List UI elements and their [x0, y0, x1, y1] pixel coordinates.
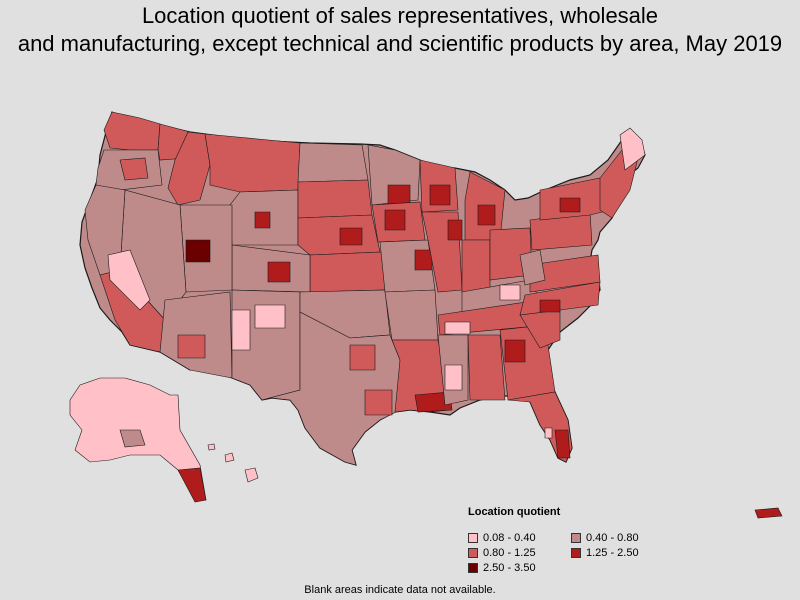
legend-title: Location quotient [468, 506, 561, 518]
hawaii-3 [207, 443, 216, 451]
region-ga-atl [504, 339, 526, 363]
region-al [467, 334, 506, 401]
region-tn-light [444, 321, 471, 335]
region-az-phx [177, 334, 206, 359]
legend-grid: 0.08 - 0.40 0.40 - 0.80 0.80 - 1.25 1.25… [468, 532, 708, 574]
legend-item-4: 2.50 - 3.50 [468, 562, 571, 574]
region-mo-stl [414, 249, 433, 271]
region-me [619, 127, 646, 171]
region-mi-dots [477, 204, 496, 226]
legend-swatch-2 [468, 548, 478, 558]
title-line-2: and manufacturing, except technical and … [17, 31, 783, 56]
region-la-south [414, 391, 453, 413]
region-mt [204, 133, 301, 193]
region-ny-dots [559, 197, 581, 213]
region-nc-dots [539, 299, 561, 313]
legend-label-4: 2.50 - 3.50 [483, 562, 536, 574]
title-line-1: Location quotient of sales representativ… [141, 3, 659, 28]
legend-swatch-1 [571, 533, 581, 543]
region-il-chi [447, 219, 463, 241]
region-ut-dot [185, 239, 211, 263]
legend-label-1: 0.40 - 0.80 [586, 532, 639, 544]
hawaii-2 [224, 452, 235, 463]
legend-label-2: 0.80 - 1.25 [483, 547, 536, 559]
legend-label-0: 0.08 - 0.40 [483, 532, 536, 544]
legend-item-1: 0.40 - 0.80 [571, 532, 681, 544]
region-ne [297, 214, 381, 256]
legend: Location quotient 0.08 - 0.40 0.40 - 0.8… [468, 506, 708, 574]
map-title: Location quotient of sales representativ… [0, 2, 800, 58]
region-co-dot [267, 261, 291, 283]
region-wi-dots [429, 184, 451, 206]
region-wy-dot [254, 211, 271, 229]
region-ks [309, 251, 386, 293]
region-ia-dots [384, 209, 406, 231]
legend-label-3: 1.25 - 2.50 [586, 547, 639, 559]
region-ne-dots [339, 227, 363, 246]
region-ar [384, 289, 439, 341]
puerto-rico [754, 507, 783, 519]
region-fl-light [544, 427, 553, 439]
map-regions [69, 111, 783, 519]
hawaii-1 [244, 467, 259, 483]
region-nm-light2 [254, 304, 286, 329]
region-wa-west [103, 111, 161, 151]
region-ky-light [499, 284, 521, 301]
legend-item-0: 0.08 - 0.40 [468, 532, 571, 544]
region-fl-south [554, 429, 571, 459]
region-tx-hou [364, 389, 393, 416]
region-nd [297, 142, 369, 183]
region-mn-msp [387, 184, 411, 206]
region-in [461, 239, 491, 293]
legend-item-3: 1.25 - 2.50 [571, 547, 681, 559]
region-ms-light [444, 364, 463, 391]
region-ca-desert [107, 249, 151, 311]
region-tx-dfw [349, 344, 376, 371]
region-nm-light [231, 309, 251, 351]
region-sd [297, 179, 373, 219]
legend-swatch-4 [468, 563, 478, 573]
footnote: Blank areas indicate data not available. [304, 584, 496, 596]
legend-swatch-3 [571, 548, 581, 558]
alaska-south-patch [119, 429, 146, 448]
region-fl [507, 391, 573, 463]
region-or-central [119, 157, 149, 181]
alaska-panhandle [177, 467, 207, 503]
legend-item-2: 0.80 - 1.25 [468, 547, 571, 559]
region-wv [519, 249, 546, 286]
legend-swatch-0 [468, 533, 478, 543]
